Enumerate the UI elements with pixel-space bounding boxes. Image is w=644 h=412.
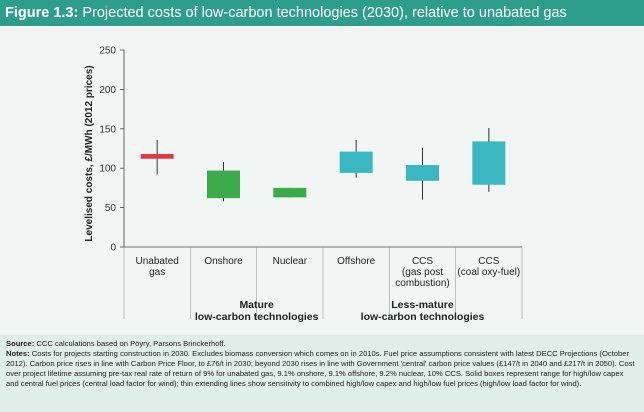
- source-line: Source: CCC calculations based on Pöyry,…: [6, 339, 638, 349]
- box-mark: [406, 165, 439, 181]
- category-label: gas: [149, 267, 165, 278]
- notes-label: Notes:: [6, 349, 30, 358]
- notes-text: Costs for projects starting construction…: [6, 349, 635, 388]
- y-tick-label: 150: [99, 124, 116, 135]
- category-label: Onshore: [204, 256, 243, 267]
- chart: 0 50 100 150 200 250 Levelised costs, £/MWh (2…: [84, 46, 523, 323]
- group-label: low-carbon technologies: [361, 311, 485, 323]
- group-label: low-carbon technologies: [195, 311, 319, 323]
- chart-panel: 0 50 100 150 200 250 Levelised costs, £/MWh (2…: [0, 27, 644, 335]
- category-label: CCS: [412, 256, 433, 267]
- category-label: Offshore: [337, 256, 376, 267]
- figure-label: Figure 1.3:: [5, 5, 79, 21]
- y-tick-label: 100: [99, 164, 116, 175]
- category-label: CCS: [478, 256, 499, 267]
- category-label: combustion): [395, 278, 449, 289]
- source-label: Source:: [6, 339, 35, 348]
- group-label: Mature: [239, 299, 274, 311]
- box-mark: [472, 141, 506, 185]
- figure-title: Projected costs of low-carbon technologi…: [82, 5, 567, 21]
- category-label: Unabated: [135, 256, 178, 267]
- box-mark: [339, 151, 373, 173]
- box-mark: [273, 187, 307, 198]
- box-mark: [140, 154, 174, 159]
- y-tick-label: 250: [99, 46, 116, 57]
- y-tick-label: 200: [99, 85, 116, 96]
- y-tick-label: 0: [110, 243, 116, 254]
- category-label: (coal oxy-fuel): [457, 267, 520, 278]
- notes-panel: Source: CCC calculations based on Pöyry,…: [0, 335, 644, 412]
- figure-title-bar: Figure 1.3: Projected costs of low-carbo…: [0, 0, 644, 26]
- category-label: (gas post: [402, 267, 443, 278]
- y-axis-title: Levelised costs, £/MWh (2012 prices): [84, 65, 95, 241]
- box-mark: [207, 170, 240, 199]
- y-tick-label: 50: [105, 203, 117, 214]
- category-label: Nuclear: [273, 256, 308, 267]
- group-label: Less-mature: [391, 299, 454, 311]
- notes-line: Notes: Costs for projects starting const…: [6, 349, 638, 389]
- source-text: CCC calculations based on Pöyry, Parsons…: [34, 339, 226, 348]
